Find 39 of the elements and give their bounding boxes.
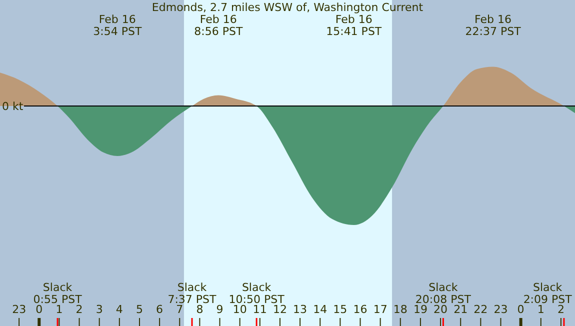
x-tick-label: 4 bbox=[116, 303, 123, 316]
x-tick-label: 8 bbox=[196, 303, 204, 316]
x-tick-label: 12 bbox=[272, 303, 287, 316]
x-tick-label: 2 bbox=[557, 303, 564, 316]
x-tick-label: 22 bbox=[474, 303, 488, 316]
text: Slack 0:55 PST bbox=[33, 281, 82, 306]
x-tick-label: 18 bbox=[393, 303, 408, 316]
x-tick-label: 9 bbox=[216, 303, 224, 316]
x-tick-label: 0 bbox=[517, 303, 524, 316]
x-tick-label: 3 bbox=[96, 303, 103, 316]
text: Slack 10:50 PST bbox=[228, 281, 285, 306]
x-tick-label: 19 bbox=[413, 303, 428, 316]
x-tick-label: 13 bbox=[293, 303, 308, 316]
text: Feb 16 15:41 PST bbox=[326, 13, 382, 38]
x-tick-label: 14 bbox=[313, 303, 328, 316]
text: Feb 16 3:54 PST bbox=[93, 13, 142, 38]
x-tick-label: 1 bbox=[537, 303, 544, 316]
x-tick-label: 15 bbox=[333, 303, 348, 316]
x-tick-label: 7 bbox=[176, 303, 184, 316]
x-tick-label: 2 bbox=[76, 303, 83, 316]
x-tick-label: 10 bbox=[232, 303, 247, 316]
x-tick-label: 0 bbox=[36, 303, 43, 316]
x-tick-label: 21 bbox=[454, 303, 468, 316]
text: Slack 7:37 PST bbox=[168, 281, 217, 306]
text: Feb 16 22:37 PST bbox=[465, 13, 522, 38]
x-tick-label: 5 bbox=[136, 303, 143, 316]
text: Slack 20:08 PST bbox=[415, 281, 472, 306]
x-tick-label: 20 bbox=[434, 303, 448, 316]
ref-line-label: 0 kt bbox=[2, 100, 24, 113]
x-tick-label: 16 bbox=[353, 303, 368, 316]
text: Feb 16 8:56 PST bbox=[194, 13, 243, 38]
chart-title: Edmonds, 2.7 miles WSW of, Washington Current bbox=[152, 1, 424, 14]
x-tick-label: 23 bbox=[12, 303, 26, 316]
x-tick-label: 17 bbox=[373, 303, 388, 316]
x-tick-label: 11 bbox=[252, 303, 267, 316]
text: Slack 2:09 PST bbox=[523, 281, 572, 306]
x-tick-label: 1 bbox=[56, 303, 63, 316]
x-tick-label: 6 bbox=[156, 303, 164, 316]
x-tick-label: 23 bbox=[494, 303, 508, 316]
